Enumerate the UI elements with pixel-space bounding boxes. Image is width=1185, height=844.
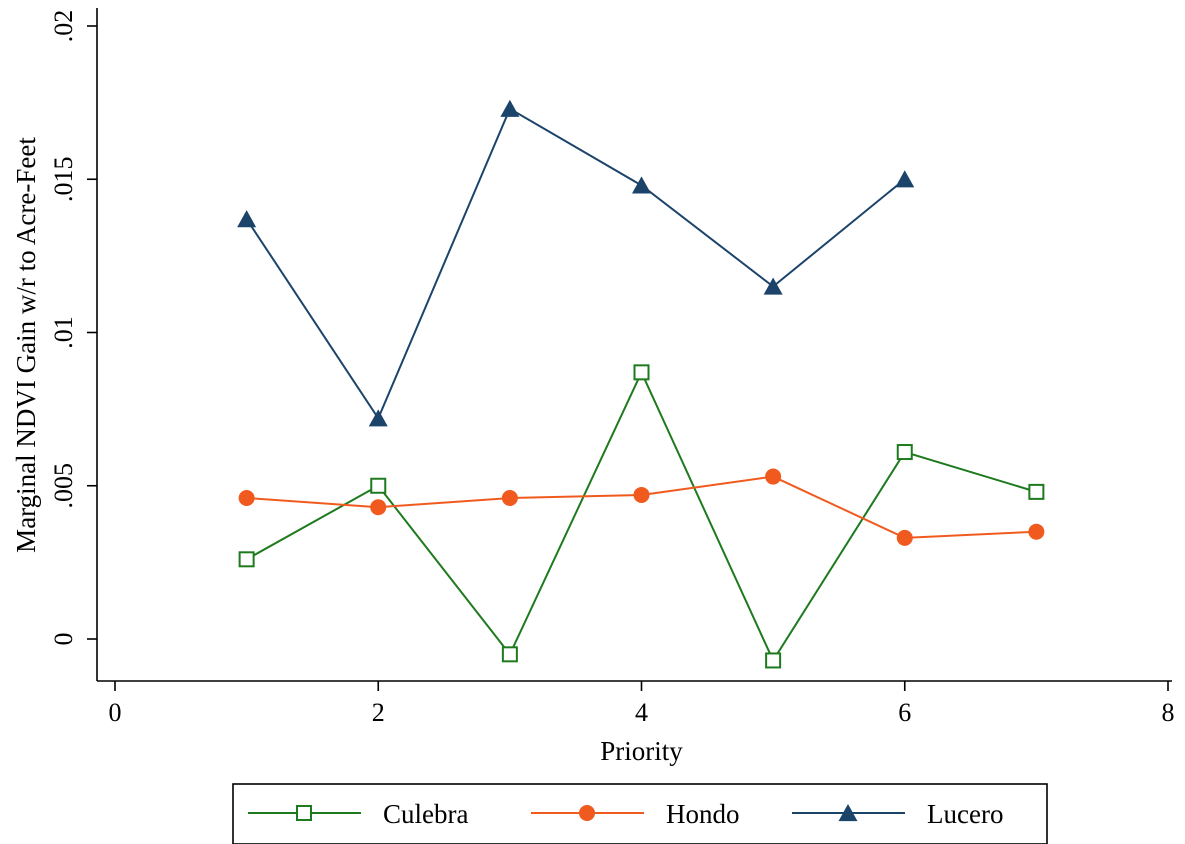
legend-label-culebra: Culebra <box>383 799 468 829</box>
x-axis-title: Priority <box>600 736 683 766</box>
y-tick-label: .01 <box>49 316 78 349</box>
x-tick-label: 4 <box>635 698 648 727</box>
culebra-line <box>246 369 1037 663</box>
legend-label-hondo: Hondo <box>666 799 740 829</box>
lucero-line <box>245 107 906 421</box>
culebra-point <box>896 444 913 461</box>
x-tick-label: 6 <box>898 698 911 727</box>
hondo-point <box>765 468 782 485</box>
culebra-point <box>765 652 782 669</box>
culebra-point <box>501 646 518 663</box>
series-culebra <box>238 364 1045 669</box>
culebra-point <box>633 364 650 381</box>
y-tick-label: .015 <box>49 157 78 203</box>
hondo-point <box>896 529 913 546</box>
legend-label-lucero: Lucero <box>927 799 1003 829</box>
y-axis-title: Marginal NDVI Gain w/r to Acre-Feet <box>11 137 41 553</box>
series-lucero <box>237 99 915 427</box>
y-tick-label: .005 <box>49 463 78 509</box>
culebra-point <box>370 477 387 494</box>
y-tick-label: .02 <box>49 10 78 43</box>
hondo-point <box>501 490 518 507</box>
culebra-point <box>1028 483 1045 500</box>
legend: Culebra Hondo Lucero <box>232 783 1048 844</box>
x-tick-label: 0 <box>109 698 122 727</box>
lucero-point <box>368 409 388 427</box>
legend-marker-hondo <box>579 805 595 821</box>
y-tick-label: 0 <box>49 633 78 646</box>
hondo-point <box>1028 523 1045 540</box>
hondo-point <box>238 490 255 507</box>
hondo-point <box>633 486 650 503</box>
lucero-point <box>632 176 651 194</box>
hondo-point <box>370 499 387 516</box>
series-hondo <box>238 468 1045 546</box>
legend-marker-lucero <box>838 804 858 822</box>
lucero-point <box>500 99 520 117</box>
axes: 0 2 4 6 8 0 .005 .01 .015 .02 <box>49 8 1175 727</box>
lucero-point <box>895 170 915 188</box>
hondo-line <box>246 475 1037 539</box>
legend-marker-culebra <box>296 805 312 821</box>
x-tick-label: 2 <box>372 698 385 727</box>
series-layer <box>237 99 1045 669</box>
lucero-point <box>763 277 783 295</box>
lucero-point <box>237 210 257 228</box>
x-tick-label: 8 <box>1162 698 1175 727</box>
culebra-point <box>238 551 255 568</box>
